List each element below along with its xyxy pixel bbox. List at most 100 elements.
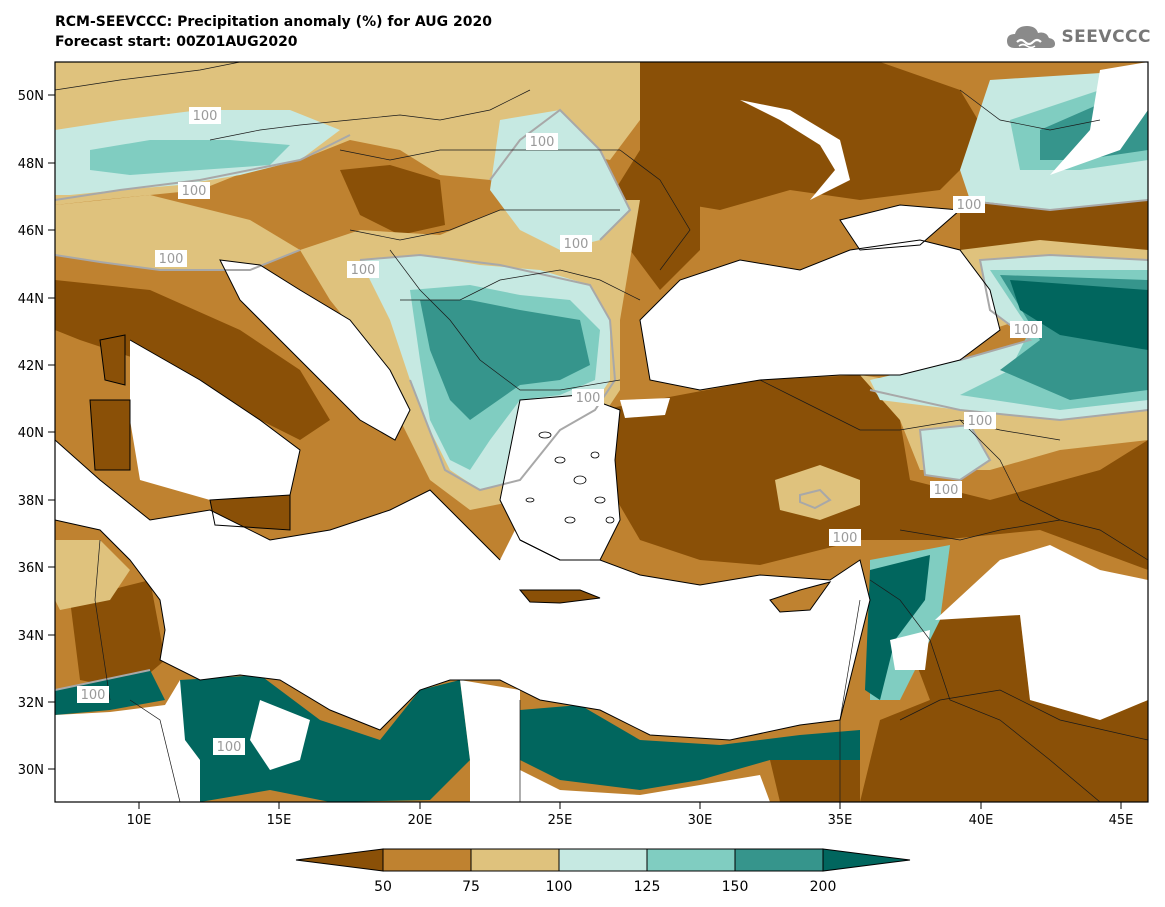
colorbar-tick-75: 75 bbox=[462, 879, 480, 895]
svg-text:100: 100 bbox=[564, 237, 589, 252]
lat-label-42n: 42N bbox=[18, 359, 44, 374]
colorbar-below-50 bbox=[295, 848, 384, 872]
lat-label-50n: 50N bbox=[18, 89, 44, 104]
colorbar-legend: 50 75 100 125 150 200 bbox=[295, 848, 911, 895]
map-field: 100 100 100 100 100 100 100 100 100 100 … bbox=[55, 62, 1148, 802]
contour-100-lines bbox=[55, 108, 1148, 691]
contour-label: 100 bbox=[829, 529, 861, 546]
no-data-libya2 bbox=[250, 700, 310, 770]
sea-black bbox=[640, 240, 1000, 390]
svg-text:100: 100 bbox=[833, 531, 858, 546]
field-dark-turkey bbox=[600, 375, 1148, 570]
river-dnieper bbox=[740, 100, 850, 200]
colorbar-50-75 bbox=[382, 848, 472, 872]
svg-text:100: 100 bbox=[1014, 323, 1039, 338]
lat-label-30n: 30N bbox=[18, 763, 44, 778]
contour-label: 100 bbox=[526, 133, 558, 150]
island-crete bbox=[520, 590, 600, 603]
contour-label: 100 bbox=[178, 182, 210, 199]
svg-text:100: 100 bbox=[193, 109, 218, 124]
field-dark-hungary bbox=[340, 165, 445, 235]
lon-axis: 10E 15E 20E 25E 30E 35E 40E 45E bbox=[127, 802, 1133, 828]
colorbar-tick-100: 100 bbox=[546, 879, 573, 895]
sea-adriatic bbox=[220, 260, 410, 440]
field-dark-egypt bbox=[770, 760, 860, 802]
colorbar-75-100 bbox=[470, 848, 560, 872]
contour-label: 100 bbox=[560, 235, 592, 252]
lat-label-32n: 32N bbox=[18, 696, 44, 711]
no-data-libya bbox=[55, 680, 200, 802]
field-vdteal-caucasus bbox=[1010, 280, 1148, 350]
lon-label-30e: 30E bbox=[688, 813, 713, 828]
colorbar-tick-200: 200 bbox=[810, 879, 837, 895]
seevccc-logo: SEEVCCC bbox=[1005, 22, 1151, 52]
colorbar-above-200 bbox=[822, 848, 911, 872]
field-dark-syria bbox=[860, 615, 1148, 802]
contour-label: 100 bbox=[930, 481, 962, 498]
sea-mediterranean bbox=[55, 440, 870, 740]
lon-label-15e: 15E bbox=[267, 813, 292, 828]
cloud-logo-icon bbox=[1007, 26, 1056, 49]
island-cyprus bbox=[770, 582, 830, 612]
svg-text:100: 100 bbox=[530, 135, 555, 150]
title-block: RCM-SEEVCCC: Precipitation anomaly (%) f… bbox=[55, 12, 492, 52]
svg-text:100: 100 bbox=[351, 263, 376, 278]
colorbar-tick-125: 125 bbox=[634, 879, 661, 895]
contour-label: 100 bbox=[347, 261, 379, 278]
lat-label-46n: 46N bbox=[18, 224, 44, 239]
field-dteal-balkans bbox=[420, 300, 590, 420]
field-vdteal-levant bbox=[865, 555, 930, 700]
map-title: RCM-SEEVCCC: Precipitation anomaly (%) f… bbox=[55, 14, 492, 30]
contour-label: 100 bbox=[77, 686, 109, 703]
lat-label-48n: 48N bbox=[18, 157, 44, 172]
forecast-start: Forecast start: 00Z01AUG2020 bbox=[55, 34, 298, 50]
field-vdteal-libya bbox=[180, 675, 470, 802]
svg-text:100: 100 bbox=[81, 688, 106, 703]
svg-text:100: 100 bbox=[182, 184, 207, 199]
contour-label: 100 bbox=[213, 738, 245, 755]
lon-label-10e: 10E bbox=[127, 813, 152, 828]
svg-text:100: 100 bbox=[576, 391, 601, 406]
field-tan-tunisia bbox=[55, 540, 130, 610]
contour-label: 100 bbox=[189, 107, 221, 124]
field-lteal-turkey bbox=[920, 425, 990, 480]
colorbar-100-125 bbox=[558, 848, 648, 872]
field-vdteal-tunisia bbox=[55, 670, 165, 715]
sea-marmara bbox=[620, 398, 670, 418]
colorbar-tick-150: 150 bbox=[722, 879, 749, 895]
country-borders bbox=[55, 62, 1148, 802]
coastlines bbox=[55, 204, 1001, 741]
svg-text:100: 100 bbox=[934, 483, 959, 498]
colorbar-tick-50: 50 bbox=[374, 879, 392, 895]
svg-text:100: 100 bbox=[217, 740, 242, 755]
lat-label-40n: 40N bbox=[18, 426, 44, 441]
svg-text:100: 100 bbox=[968, 414, 993, 429]
field-dark-sardinia bbox=[90, 400, 130, 470]
field-tan-alps bbox=[55, 195, 300, 270]
field-dark-romania bbox=[615, 150, 700, 290]
field-vdteal-egypt bbox=[520, 705, 860, 790]
svg-text:100: 100 bbox=[957, 198, 982, 213]
lat-label-36n: 36N bbox=[18, 561, 44, 576]
lat-label-34n: 34N bbox=[18, 629, 44, 644]
no-data-jordan bbox=[890, 630, 930, 670]
colorbar-150-200 bbox=[734, 848, 824, 872]
contour-label: 100 bbox=[1010, 321, 1042, 338]
contour-labels: 100 100 100 100 100 100 100 100 100 100 … bbox=[77, 107, 1042, 755]
field-mteal-north bbox=[90, 140, 290, 175]
lon-label-20e: 20E bbox=[408, 813, 433, 828]
lat-label-38n: 38N bbox=[18, 494, 44, 509]
island-corsica bbox=[100, 335, 125, 385]
lat-axis: 50N 48N 46N 44N 42N 40N 38N 36N 34N 32N … bbox=[18, 89, 55, 778]
sea-azov bbox=[840, 205, 960, 250]
contour-label: 100 bbox=[964, 412, 996, 429]
no-data-egypt bbox=[460, 680, 770, 802]
aegean-islands bbox=[525, 431, 615, 524]
field-tan-turkey-center bbox=[775, 465, 860, 520]
field-dark-italy bbox=[55, 280, 330, 440]
sea-caspian-corner bbox=[1050, 62, 1148, 175]
contour-label: 100 bbox=[155, 250, 187, 267]
lon-label-40e: 40E bbox=[969, 813, 994, 828]
contour-label: 100 bbox=[572, 389, 604, 406]
